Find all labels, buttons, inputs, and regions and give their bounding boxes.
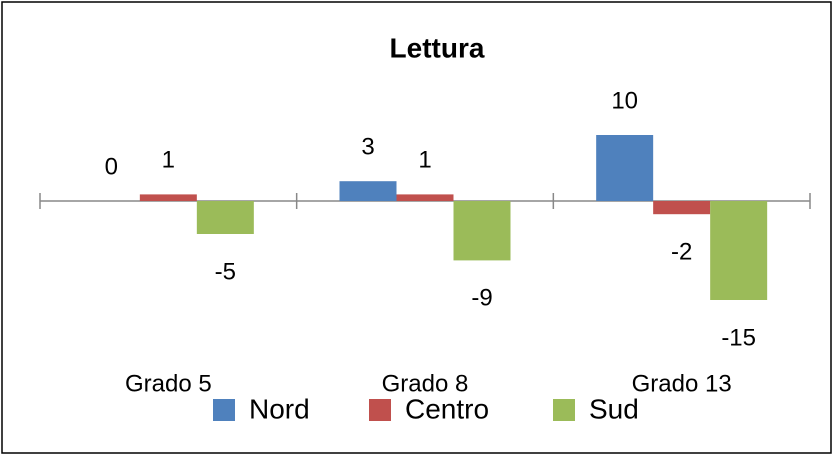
bar [653,201,711,215]
legend-swatch [553,399,575,421]
bar [453,201,511,261]
legend-label: Nord [249,393,310,424]
data-label: -9 [471,285,492,312]
bar [339,181,397,201]
bar [139,194,197,201]
data-label: -2 [671,239,692,266]
x-tick-label: Grado 13 [632,370,732,397]
x-tick-label: Grado 8 [382,370,469,397]
legend-label: Centro [405,393,489,424]
data-label: 10 [611,87,638,114]
data-label: 1 [162,147,175,174]
bar [196,201,254,234]
legend-label: Sud [589,393,639,424]
bar [596,135,654,201]
data-label: -5 [215,258,236,285]
chart-title: Lettura [390,32,485,63]
data-label: 3 [361,134,374,161]
data-label: 0 [105,153,118,180]
legend-swatch [369,399,391,421]
x-tick-label: Grado 5 [125,370,212,397]
data-label: -15 [721,324,756,351]
legend-swatch [213,399,235,421]
bar [710,201,768,300]
bar [396,194,454,201]
data-label: 1 [418,147,431,174]
